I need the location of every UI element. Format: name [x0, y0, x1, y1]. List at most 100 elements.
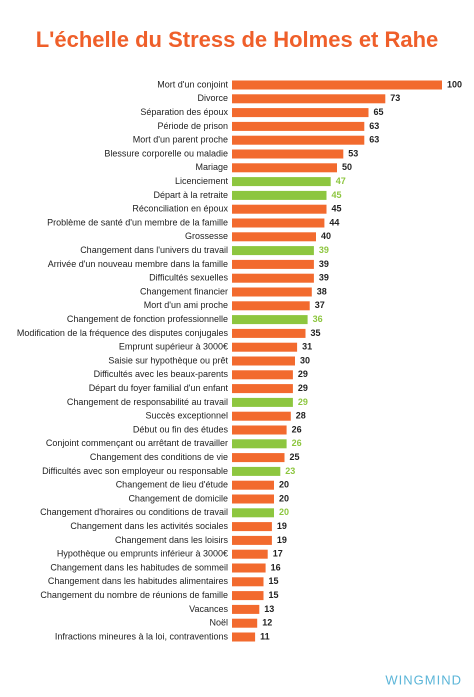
category-label: Infractions mineures à la loi, contraven… — [55, 631, 229, 641]
bar — [232, 411, 291, 421]
category-label: Mort d'un parent proche — [133, 135, 228, 145]
bar — [232, 494, 274, 504]
bar — [232, 397, 293, 407]
bar — [232, 163, 337, 173]
bar — [232, 232, 316, 242]
value-label: 45 — [332, 190, 342, 200]
category-label: Hypothèque ou emprunts inférieur à 3000€ — [57, 549, 228, 559]
value-label: 50 — [342, 162, 352, 172]
bar — [232, 453, 285, 463]
category-label: Changement de responsabilité au travail — [67, 397, 228, 407]
value-label: 11 — [260, 631, 270, 641]
bar — [232, 218, 325, 228]
category-label: Grossesse — [185, 231, 228, 241]
category-label: Départ du foyer familial d'un enfant — [89, 383, 229, 393]
category-label: Mariage — [195, 162, 228, 172]
category-label: Difficultés sexuelles — [149, 273, 228, 283]
category-label: Modification de la fréquence des dispute… — [17, 328, 229, 338]
category-label: Début ou fin des études — [133, 424, 229, 434]
value-label: 37 — [315, 300, 325, 310]
value-label: 44 — [329, 217, 339, 227]
bar — [232, 246, 314, 256]
bar — [232, 108, 369, 118]
bar — [232, 480, 274, 490]
bar — [232, 384, 293, 394]
category-label: Changement dans les habitudes de sommeil — [50, 562, 228, 572]
category-label: Changement de fonction professionnelle — [67, 314, 228, 324]
bar — [232, 80, 442, 90]
category-label: Divorce — [197, 93, 228, 103]
value-label: 25 — [290, 452, 300, 462]
category-label: Changement dans les loisirs — [115, 535, 229, 545]
category-label: Changement dans l'univers du travail — [80, 245, 228, 255]
category-label: Changement de lieu d'étude — [116, 480, 228, 490]
bar — [232, 535, 272, 545]
value-label: 39 — [319, 259, 329, 269]
bar — [232, 577, 264, 587]
bar — [232, 632, 256, 642]
bar — [232, 425, 287, 435]
category-label: Réconciliation en époux — [132, 204, 228, 214]
category-label: Succès exceptionnel — [145, 411, 228, 421]
bar — [232, 94, 386, 104]
value-label: 100 — [447, 79, 462, 89]
category-label: Période de prison — [157, 121, 228, 131]
category-label: Mort d'un conjoint — [157, 79, 228, 89]
bar — [232, 342, 298, 352]
bar — [232, 135, 365, 145]
value-label: 19 — [277, 521, 287, 531]
bar — [232, 301, 310, 311]
value-label: 29 — [298, 383, 308, 393]
value-label: 20 — [279, 480, 289, 490]
value-label: 53 — [348, 148, 358, 158]
category-label: Changement financier — [140, 286, 228, 296]
value-label: 63 — [369, 135, 379, 145]
value-label: 36 — [313, 314, 323, 324]
category-label: Séparation des époux — [140, 107, 228, 117]
value-label: 16 — [271, 562, 281, 572]
category-label: Arrivée d'un nouveau membre dans la fami… — [48, 259, 228, 269]
bar — [232, 356, 295, 366]
value-label: 13 — [264, 604, 274, 614]
bar — [232, 439, 287, 449]
category-label: Départ à la retraite — [153, 190, 228, 200]
category-label: Difficultés avec les beaux-parents — [94, 369, 229, 379]
category-label: Noël — [209, 618, 228, 628]
category-label: Licenciement — [175, 176, 229, 186]
value-label: 26 — [292, 424, 302, 434]
bar — [232, 370, 293, 380]
bar — [232, 522, 272, 532]
value-label: 29 — [298, 369, 308, 379]
category-label: Saisie sur hypothèque ou prêt — [108, 355, 228, 365]
category-label: Changement d'horaires ou conditions de t… — [40, 507, 228, 517]
value-label: 12 — [262, 618, 272, 628]
value-label: 17 — [273, 549, 283, 559]
value-label: 26 — [292, 438, 302, 448]
chart-title: L'échelle du Stress de Holmes et Rahe — [36, 27, 439, 52]
bar — [232, 287, 312, 297]
category-label: Mort d'un ami proche — [144, 300, 228, 310]
bar — [232, 618, 258, 628]
bar — [232, 591, 264, 601]
value-label: 19 — [277, 535, 287, 545]
value-label: 30 — [300, 355, 310, 365]
value-label: 39 — [319, 273, 329, 283]
category-label: Changement dans les habitudes alimentair… — [48, 576, 229, 586]
category-label: Changement des conditions de vie — [90, 452, 228, 462]
value-label: 73 — [390, 93, 400, 103]
value-label: 47 — [336, 176, 346, 186]
category-label: Changement dans les activités sociales — [70, 521, 228, 531]
category-label: Changement du nombre de réunions de fami… — [40, 590, 228, 600]
bar — [232, 149, 344, 159]
bar — [232, 328, 306, 338]
bar — [232, 273, 314, 283]
bar — [232, 259, 314, 269]
bar — [232, 549, 268, 559]
category-label: Vacances — [189, 604, 228, 614]
value-label: 31 — [302, 342, 312, 352]
bar — [232, 466, 281, 476]
bar — [232, 508, 274, 518]
bar — [232, 604, 260, 614]
bar — [232, 177, 331, 187]
category-label: Changement de domicile — [128, 493, 228, 503]
